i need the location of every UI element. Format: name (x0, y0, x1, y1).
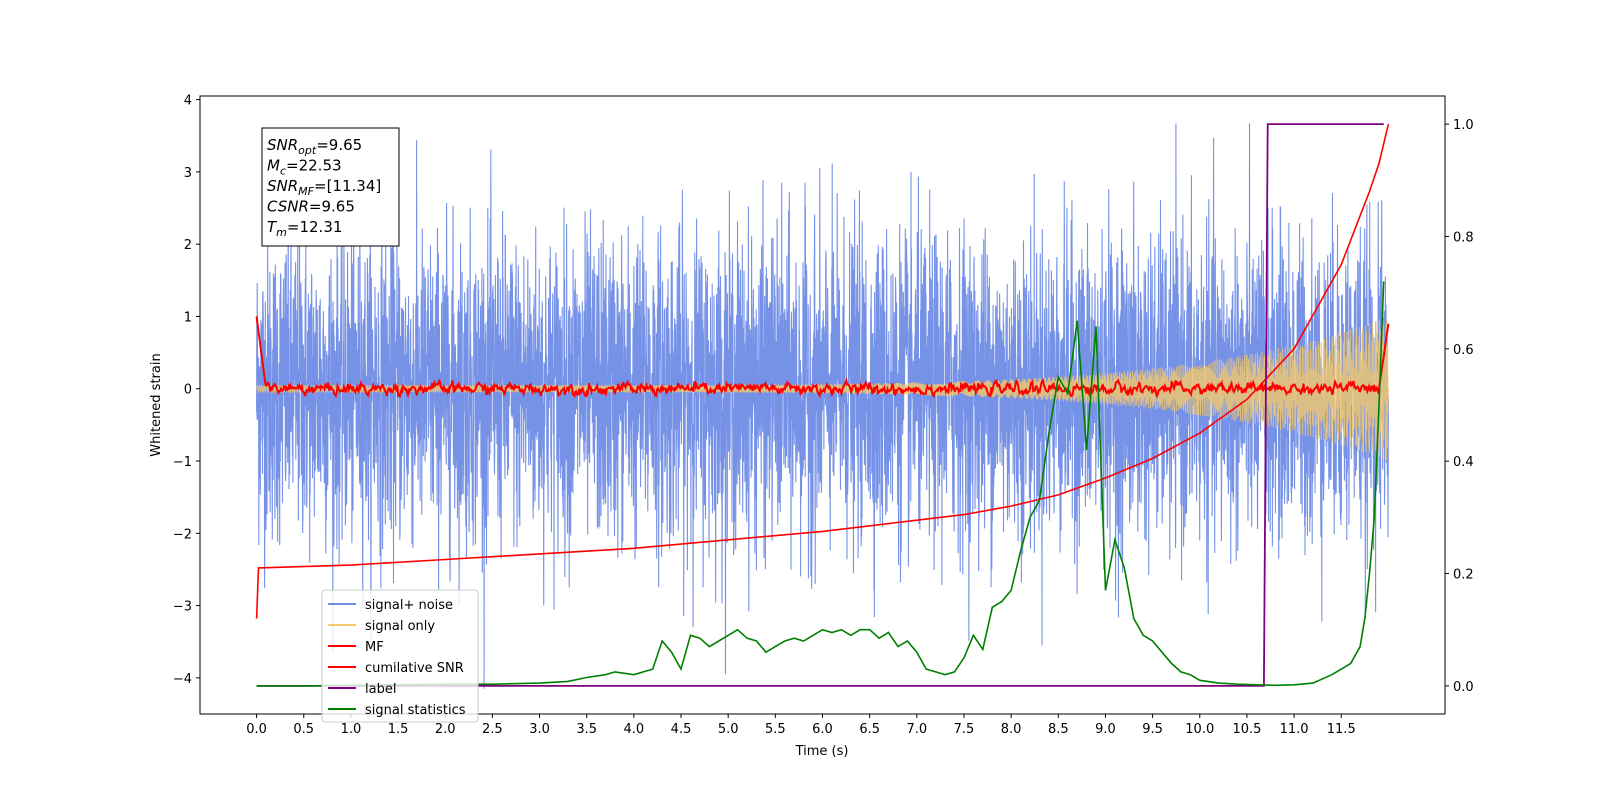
x-tick-label: 8.0 (1001, 722, 1022, 737)
annotation-frame (261, 127, 400, 247)
y2-tick-label: 0.0 (1453, 680, 1474, 695)
legend-label: signal+ noise (365, 598, 453, 613)
series-signal-statistics-line (256, 281, 1385, 687)
annotation-line: SNRMF=[11.34] (267, 177, 381, 198)
x-tick-label: 11.0 (1280, 722, 1309, 737)
y2-tick-label: 1.0 (1453, 118, 1474, 133)
legend-label: signal only (365, 619, 435, 634)
legend-label: label (365, 682, 396, 697)
x-tick-label: 7.5 (954, 722, 975, 737)
legend: signal+ noise signal only MF cumilative SNR… (321, 589, 479, 723)
y-tick-label: 0 (184, 383, 192, 398)
series-signal-noise-line (256, 123, 1389, 689)
x-tick-label: 10.0 (1185, 722, 1214, 737)
x-tick-label: 11.5 (1327, 722, 1356, 737)
y2-tick-label: 0.8 (1453, 230, 1474, 245)
x-tick-label: 9.5 (1142, 722, 1163, 737)
y-axis-ticks: 4 3 2 1 0 −1 −2 −3 −4 (173, 94, 200, 687)
x-tick-label: 9.0 (1095, 722, 1116, 737)
x-tick-label: 4.5 (671, 722, 692, 737)
annotation-line: CSNR=9.65 (267, 198, 355, 216)
y2-tick-label: 0.2 (1453, 568, 1474, 583)
x-tick-label: 3.5 (576, 722, 597, 737)
x-tick-label: 1.5 (388, 722, 409, 737)
series-mf-line (255, 316, 1390, 399)
x-tick-label: 2.0 (435, 722, 456, 737)
x-tick-label: 10.5 (1232, 722, 1261, 737)
annotation-line: Tm=12.31 (267, 218, 342, 239)
x-tick-label: 6.5 (859, 722, 880, 737)
x-tick-label: 5.5 (765, 722, 786, 737)
y-tick-label: 3 (184, 166, 192, 181)
x-tick-label: 0.0 (246, 722, 267, 737)
plot-area (255, 123, 1390, 689)
y-tick-label: −1 (173, 455, 192, 470)
legend-label: cumilative SNR (365, 661, 464, 676)
x-tick-label: 5.0 (718, 722, 739, 737)
y-tick-label: −3 (173, 600, 192, 615)
legend-frame (321, 589, 479, 723)
x-axis-ticks: 0.0 0.5 1.0 1.5 2.0 2.5 3.0 3.5 4.0 4.5 5.0 5.5 6.0 6… (246, 714, 1356, 737)
y-tick-label: −4 (173, 672, 192, 687)
x-tick-label: 3.0 (529, 722, 550, 737)
series-label-line (256, 123, 1384, 687)
x-tick-label: 2.5 (482, 722, 503, 737)
annotation-line: SNRopt=9.65 (267, 136, 362, 157)
y2-tick-label: 0.4 (1453, 455, 1474, 470)
annotation-box: SNRopt=9.65Mc=22.53SNRMF=[11.34]CSNR=9.6… (261, 127, 400, 247)
legend-label: MF (365, 640, 384, 655)
y-axis-label: Whitened strain (149, 353, 164, 456)
series-cumulative-snr-line (255, 123, 1390, 619)
x-tick-label: 6.0 (812, 722, 833, 737)
x-tick-label: 8.5 (1048, 722, 1069, 737)
y-tick-label: 2 (184, 238, 192, 253)
y-tick-label: 1 (184, 310, 192, 325)
y-tick-label: −2 (173, 527, 192, 542)
annotation-line: Mc=22.53 (267, 157, 342, 178)
x-tick-label: 4.0 (624, 722, 645, 737)
legend-label: signal statistics (365, 703, 466, 718)
x-tick-label: 0.5 (293, 722, 314, 737)
x-axis-label: Time (s) (795, 744, 849, 759)
y2-tick-label: 0.6 (1453, 343, 1474, 358)
x-tick-label: 7.0 (906, 722, 927, 737)
right-y-axis-ticks: 1.0 0.8 0.6 0.4 0.2 0.0 (1445, 118, 1474, 695)
y-tick-label: 4 (184, 94, 192, 109)
x-tick-label: 1.0 (341, 722, 362, 737)
